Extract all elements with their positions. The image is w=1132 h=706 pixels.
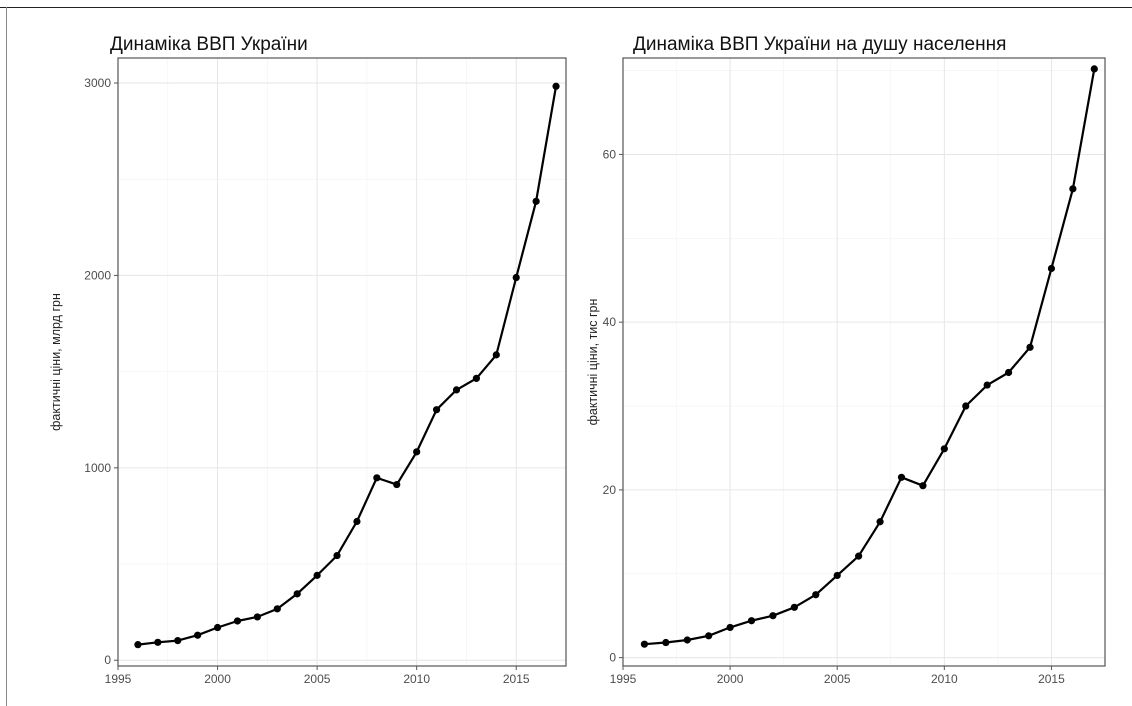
x-tick-label: 2015 [1038, 672, 1065, 686]
data-point [492, 351, 500, 359]
data-point [1047, 264, 1056, 273]
data-point [919, 482, 927, 490]
data-point [154, 638, 162, 646]
data-point [1069, 185, 1077, 193]
series-line [644, 68, 1096, 646]
chart-panel-1: 1995 2000 2005 2010 2015 0 1000 2000 3000 Динамік… [49, 34, 567, 686]
x-tick-label: 2010 [403, 672, 430, 686]
data-point [940, 445, 948, 453]
data-point [472, 374, 480, 382]
data-point [790, 603, 798, 611]
y-tick-label: 1000 [84, 461, 111, 475]
panel-border [622, 57, 1106, 667]
y-tick-label: 60 [603, 147, 617, 161]
data-point [253, 613, 261, 621]
data-point [833, 571, 841, 580]
x-tick-label: 2005 [304, 672, 331, 686]
data-point [640, 640, 649, 648]
y-axis-title: фактичні ціни, млрд грн [49, 293, 63, 431]
data-point [353, 517, 361, 526]
data-point [726, 623, 734, 632]
data-point [662, 638, 670, 647]
data-point [373, 474, 381, 482]
series-line [137, 86, 558, 646]
data-point [233, 617, 242, 625]
x-tick-label: 2000 [204, 672, 231, 686]
chart-title: Динаміка ВВП України на душу населення [633, 34, 1006, 55]
data-point [512, 273, 520, 282]
x-tick-label: 2015 [503, 672, 530, 686]
data-point [174, 637, 182, 645]
data-point [1090, 65, 1098, 73]
data-point [552, 82, 560, 90]
image-top-border [0, 7, 1132, 8]
data-point [393, 480, 401, 489]
data-point [134, 641, 142, 649]
data-point [855, 552, 863, 560]
x-tick-label: 1995 [105, 672, 132, 686]
chart-panel-2: 1995 2000 2005 2010 2015 0 20 40 60 Динаміка ВВП … [586, 34, 1106, 686]
data-point [273, 605, 281, 613]
x-tick-label: 2005 [824, 672, 851, 686]
data-point [983, 381, 991, 389]
data-point [1005, 368, 1013, 377]
data-point [769, 612, 777, 620]
y-axis-title: фактичні ціни, тис грн [586, 298, 600, 425]
data-point [293, 590, 301, 598]
data-point [683, 636, 691, 644]
data-point [747, 617, 756, 625]
y-tick-label: 40 [603, 315, 617, 329]
data-point [812, 591, 820, 599]
data-point [213, 623, 222, 632]
data-point [705, 632, 713, 640]
data-point [432, 406, 441, 414]
chart-title: Динаміка ВВП України [110, 34, 308, 55]
data-point [194, 631, 202, 639]
data-point [413, 448, 421, 456]
data-point [452, 386, 461, 394]
image-left-border [6, 7, 7, 706]
x-tick-label: 2000 [717, 672, 744, 686]
data-point [876, 518, 884, 526]
y-tick-label: 3000 [84, 76, 111, 90]
data-point [313, 571, 321, 579]
data-point [897, 473, 906, 481]
panel-border [117, 57, 567, 667]
y-tick-label: 0 [104, 653, 111, 667]
y-tick-label: 0 [609, 651, 616, 665]
data-point [532, 197, 540, 205]
x-tick-label: 2010 [931, 672, 958, 686]
y-tick-label: 2000 [84, 268, 111, 282]
x-tick-label: 1995 [610, 672, 637, 686]
data-point [962, 402, 970, 410]
y-tick-label: 20 [603, 483, 617, 497]
data-point [333, 551, 341, 560]
data-point [1026, 343, 1034, 351]
